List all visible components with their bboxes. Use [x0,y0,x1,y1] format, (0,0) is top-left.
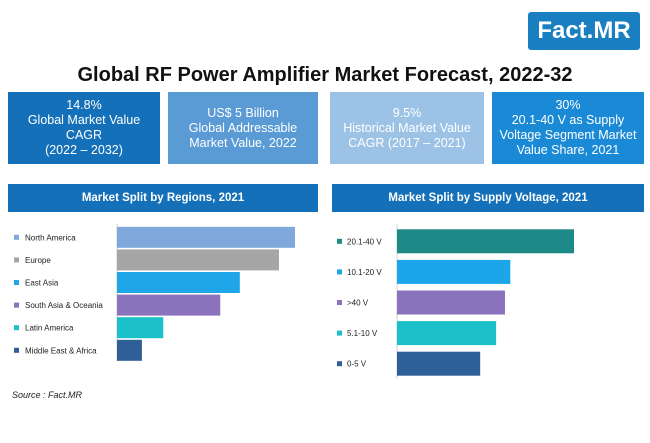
kpi-line: 30% [555,98,581,112]
voltage-category-label: 5.1-10 V [347,329,378,338]
region-bar [117,317,164,339]
voltage-panel-header: Market Split by Supply Voltage, 2021 [332,184,644,212]
voltage-legend-marker [337,238,342,244]
region-legend-marker [14,257,19,263]
voltage-category-label: >40 V [347,299,369,308]
voltage-legend-marker [337,300,342,305]
kpi-line: Historical Market Value [343,120,471,135]
kpi-line: 14.8% [66,98,102,112]
region-legend-marker [14,347,19,353]
logo-text-suffix: MR [593,17,631,44]
source-note: Source : Fact.MR [12,390,83,400]
voltage-bar [397,259,511,284]
kpi-line: CAGR [65,128,103,142]
region-bar [117,294,221,316]
kpi-line: 20.1-40 V as Supply [511,113,625,127]
voltage-bar [397,351,481,376]
region-category-label: Europe [25,256,51,265]
region-category-label: Middle East & Africa [25,346,97,355]
region-bar [117,226,295,248]
voltage-legend-marker [337,361,342,367]
page-title: Global RF Power Amplifier Market Forecas… [77,64,573,86]
regions-panel-header: Market Split by Regions, 2021 [8,184,318,212]
kpi-line: Global Market Value [27,113,141,127]
region-bar [117,249,279,271]
region-category-label: East Asia [25,279,59,288]
kpi-line: Voltage Segment Market [499,128,637,142]
voltage-bar [397,290,505,315]
voltage-legend-marker [337,330,342,336]
kpi-line: Global Addressable [188,120,298,135]
kpi-line: 9.5% [392,105,422,120]
region-legend-marker [14,302,19,308]
voltage-bar [397,229,574,254]
logo-text-main: Fact [537,17,587,44]
region-category-label: North America [25,233,76,242]
kpi-box-cagr: 14.8% Global Market Value CAGR (2022 – 2… [8,92,160,164]
kpi-box-historical-cagr: 9.5% Historical Market Value CAGR (2017 … [330,92,484,164]
region-legend-marker [14,234,19,240]
voltage-category-label: 20.1-40 V [347,237,382,246]
kpi-line: Market Value, 2022 [189,135,297,150]
logo-text-dot: . [586,17,594,44]
region-category-label: South Asia & Oceania [25,301,103,310]
region-legend-marker [14,280,19,285]
voltage-category-label: 0-5 V [347,360,367,369]
voltage-legend-marker [337,269,342,275]
kpi-box-market-value: US$ 5 Billion Global Addressable Market … [168,92,318,164]
brand-logo: Fact. MR [528,12,640,50]
region-bar [117,272,240,293]
kpi-line: US$ 5 Billion [207,105,279,120]
kpi-box-segment-share: 30% 20.1-40 V as Supply Voltage Segment … [492,92,644,164]
kpi-line: Value Share, 2021 [516,143,620,157]
region-category-label: Latin America [25,324,74,333]
region-legend-marker [14,325,19,331]
voltage-category-label: 10.1-20 V [347,268,382,277]
voltage-bar [397,321,497,346]
kpi-line: CAGR (2017 – 2021) [348,135,466,150]
region-bar [117,339,142,361]
kpi-line: (2022 – 2032) [45,143,123,157]
